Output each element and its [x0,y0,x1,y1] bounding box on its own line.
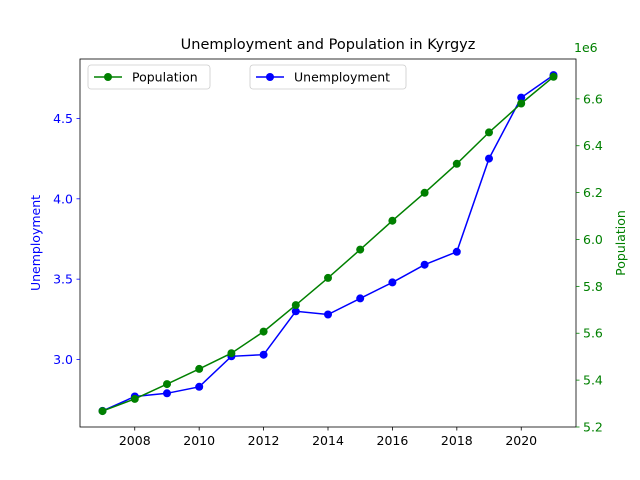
series-line-unemployment [102,74,554,412]
point-unemployment-2018 [452,247,461,256]
y-right-tick-label: 6.4 [583,138,603,153]
x-tick-label: 2010 [183,433,215,448]
point-unemployment-2012 [259,350,268,359]
x-tick-label: 2020 [505,433,537,448]
point-unemployment-2015 [356,294,365,303]
point-population-2007 [98,407,107,416]
point-population-2019 [485,128,493,137]
y-right-offset-label: 1e6 [574,40,598,55]
point-unemployment-2009 [163,389,171,398]
point-unemployment-2017 [420,260,429,269]
y-left-tick-label: 4.0 [53,191,73,206]
axes-frame [79,58,577,428]
legend-label-unemployment: Unemployment [294,70,390,85]
y-right-tick-label: 5.2 [583,420,603,435]
series-line-population [102,76,554,412]
point-population-2017 [420,188,429,197]
x-tick-label: 2014 [312,433,344,448]
legend-box-unemployment [249,64,407,90]
y-left-tick-label: 4.5 [53,111,73,126]
point-population-2015 [356,245,365,254]
point-population-2011 [227,349,236,358]
point-population-2010 [195,364,204,373]
point-population-2016 [388,216,397,225]
point-population-2014 [324,273,332,282]
y-right-axis-label: Population [613,210,628,276]
point-population-2008 [130,394,139,403]
point-unemployment-2020 [517,93,526,102]
x-tick-label: 2008 [119,433,151,448]
point-population-2012 [259,327,268,336]
y-right-tick-label: 6.0 [583,232,603,247]
legend-box-population [87,64,211,90]
point-unemployment-2019 [485,154,493,163]
point-unemployment-2013 [291,307,300,316]
y-left-tick-label: 3.0 [53,352,73,367]
point-population-2021 [549,72,558,81]
point-population-2018 [452,159,461,168]
chart-title: Unemployment and Population in Kyrgyz [181,37,476,53]
plot-area: 2008 2010 2012 2014 2016 2018 2020 3.0 3.5 4.0 4.5… [28,40,628,448]
x-tick-label: 2012 [248,433,280,448]
point-population-2009 [163,380,171,389]
x-tick-label: 2016 [377,433,409,448]
point-unemployment-2016 [388,278,397,287]
y-right-tick-label: 5.6 [583,326,603,341]
point-unemployment-2010 [195,382,204,391]
point-population-2013 [291,301,300,310]
y-left-tick-label: 3.5 [53,272,73,287]
y-right-tick-label: 5.4 [583,373,603,388]
x-tick-label: 2018 [441,433,473,448]
legend-label-population: Population [132,70,198,85]
legend-marker-population [104,73,112,81]
point-population-2020 [517,99,526,108]
y-right-tick-label: 5.8 [583,279,603,294]
point-unemployment-2014 [324,310,332,319]
legend-marker-unemployment [266,73,274,81]
y-right-tick-label: 6.2 [583,185,603,200]
y-left-axis-label: Unemployment [28,195,43,291]
y-right-tick-label: 6.6 [583,91,603,106]
